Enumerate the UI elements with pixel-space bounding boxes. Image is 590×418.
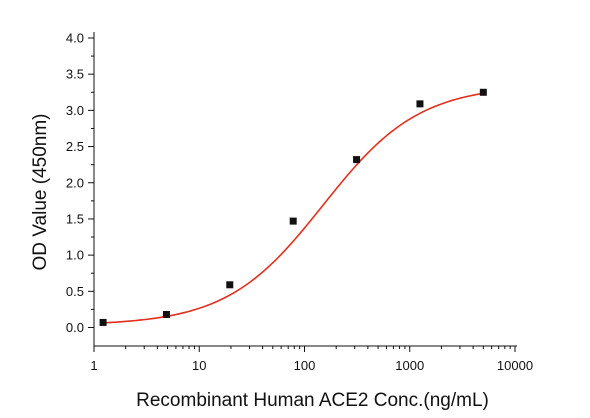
y-tick-label: 2.5 [66,139,84,154]
data-point [289,217,297,225]
x-tick-label: 1000 [395,358,424,373]
y-ticks: 0.0 0.5 1.0 1.5 2.0 2.5 3.0 3.5 4.0 [66,31,94,335]
data-point [162,310,170,318]
data-point [99,318,107,326]
data-point [353,156,361,164]
y-tick-label: 1.0 [66,248,84,263]
axes [93,32,517,347]
y-axis-title: OD Value (450nm) [30,114,51,271]
x-ticks: 1 10 100 1000 10000 [90,346,533,373]
y-tick-label: 2.0 [66,175,84,190]
data-point [479,88,487,96]
data-point [226,281,234,289]
x-tick-label: 100 [294,358,316,373]
data-points [99,88,487,326]
x-tick-label: 10 [192,358,206,373]
y-tick-label: 0.0 [66,320,84,335]
y-tick-label: 4.0 [66,31,84,46]
fit-curve [103,92,484,324]
y-tick-label: 3.0 [66,103,84,118]
x-tick-label: 1 [90,358,97,373]
x-axis-title: Recombinant Human ACE2 Conc.(ng/mL) [136,390,489,411]
y-tick-label: 1.5 [66,211,84,226]
x-tick-label: 10000 [497,358,533,373]
y-tick-label: 0.5 [66,284,84,299]
y-tick-label: 3.5 [66,67,84,82]
data-point [416,100,424,108]
